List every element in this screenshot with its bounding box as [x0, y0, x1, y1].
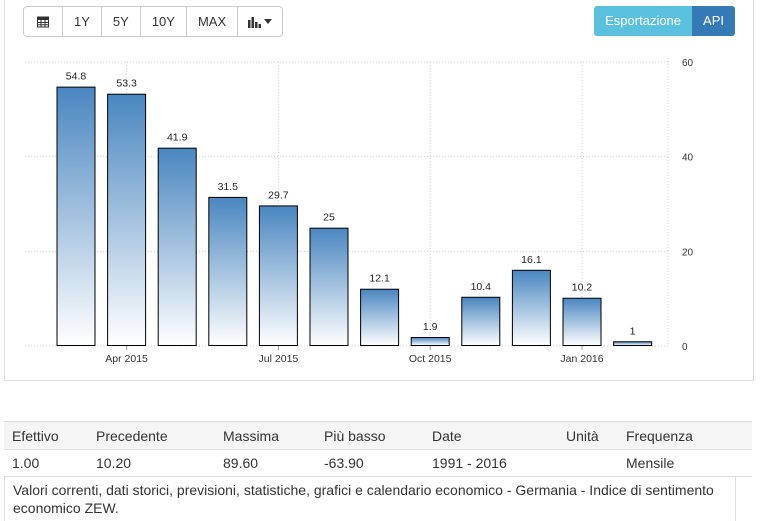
bar[interactable]: [157, 147, 197, 346]
bar-value-label: 31.5: [218, 181, 239, 193]
value-frequenza: Mensile: [618, 449, 752, 477]
bar[interactable]: [511, 269, 551, 346]
range-5y-button[interactable]: 5Y: [102, 7, 141, 36]
data-labels: 54.8 53.3 41.9 31.5 29.7 25 12.1 1.9 10.4 16.1 10.…: [66, 71, 636, 338]
x-tick-label: Oct 2015: [409, 353, 452, 365]
calendar-button[interactable]: [24, 7, 63, 36]
export-button[interactable]: Esportazione: [594, 6, 693, 36]
value-piu-basso: -63.90: [316, 449, 424, 477]
bar-value-label: 10.4: [471, 281, 492, 293]
export-button-group: Esportazione API: [594, 6, 735, 36]
stats-value-row: 1.00 10.20 89.60 -63.90 1991 - 2016 Mens…: [4, 449, 752, 477]
caret-down-icon: [264, 19, 273, 24]
description-text: Valori correnti, dati storici, prevision…: [4, 477, 736, 521]
y-tick-label: 40: [682, 153, 694, 164]
bars: [56, 86, 653, 347]
bar-value-label: 41.9: [167, 132, 188, 144]
value-efettivo: 1.00: [4, 449, 88, 477]
x-tick-label: Jan 2016: [560, 353, 603, 365]
y-tick-label: 60: [682, 58, 694, 69]
stats-header-row: Efettivo Precedente Massima Più basso Da…: [4, 421, 752, 450]
header-date: Date: [424, 421, 558, 450]
bar[interactable]: [360, 288, 400, 346]
value-date: 1991 - 2016: [424, 449, 558, 477]
header-frequenza: Frequenza: [618, 421, 752, 450]
header-precedente: Precedente: [88, 421, 215, 450]
bar-value-label: 25: [323, 212, 335, 224]
bar-value-label: 1.9: [423, 321, 438, 333]
bar-value-label: 16.1: [521, 254, 542, 266]
x-tick-label: Jul 2015: [259, 353, 299, 365]
y-tick-label: 20: [682, 247, 694, 258]
calendar-icon: [37, 16, 49, 27]
range-10y-button[interactable]: 10Y: [141, 7, 187, 36]
header-piu-basso: Più basso: [316, 421, 424, 450]
header-unita: Unità: [558, 421, 618, 450]
value-massima: 89.60: [215, 449, 316, 477]
bar-value-label: 29.7: [268, 189, 289, 201]
header-efettivo: Efettivo: [4, 421, 88, 450]
y-tick-label: 0: [682, 342, 688, 353]
value-unita: [558, 449, 618, 477]
range-button-group: 1Y 5Y 10Y MAX: [23, 6, 284, 37]
bar-chart: 54.8 53.3 41.9 31.5 29.7 25 12.1 1.9 10.4 16.1 10.…: [25, 58, 694, 365]
x-tick-label: Apr 2015: [105, 353, 148, 365]
axes: 0 20 40 60 Apr 2015 Jul 2015 Oct 2015 Jan 2016: [105, 58, 694, 365]
bar[interactable]: [461, 296, 501, 347]
bar-value-label: 10.2: [572, 282, 593, 294]
header-massima: Massima: [215, 421, 316, 450]
bar[interactable]: [56, 86, 96, 346]
value-precedente: 10.20: [88, 449, 215, 477]
stats-table: Efettivo Precedente Massima Più basso Da…: [4, 421, 752, 477]
bar-value-label: 54.8: [66, 71, 87, 83]
bar[interactable]: [107, 93, 147, 346]
range-max-button[interactable]: MAX: [187, 7, 239, 36]
bar[interactable]: [410, 337, 450, 346]
range-1y-button[interactable]: 1Y: [63, 7, 102, 36]
bar[interactable]: [309, 227, 349, 347]
bar-chart-icon: [248, 16, 262, 28]
chart-type-button[interactable]: [238, 7, 282, 36]
bar[interactable]: [562, 297, 602, 346]
bar[interactable]: [613, 341, 653, 346]
bar-value-label: 1: [630, 325, 636, 337]
bar-value-label: 53.3: [116, 78, 137, 90]
api-button[interactable]: API: [692, 6, 735, 36]
bar[interactable]: [258, 205, 298, 346]
bar-value-label: 12.1: [369, 273, 390, 285]
bar[interactable]: [208, 196, 248, 346]
